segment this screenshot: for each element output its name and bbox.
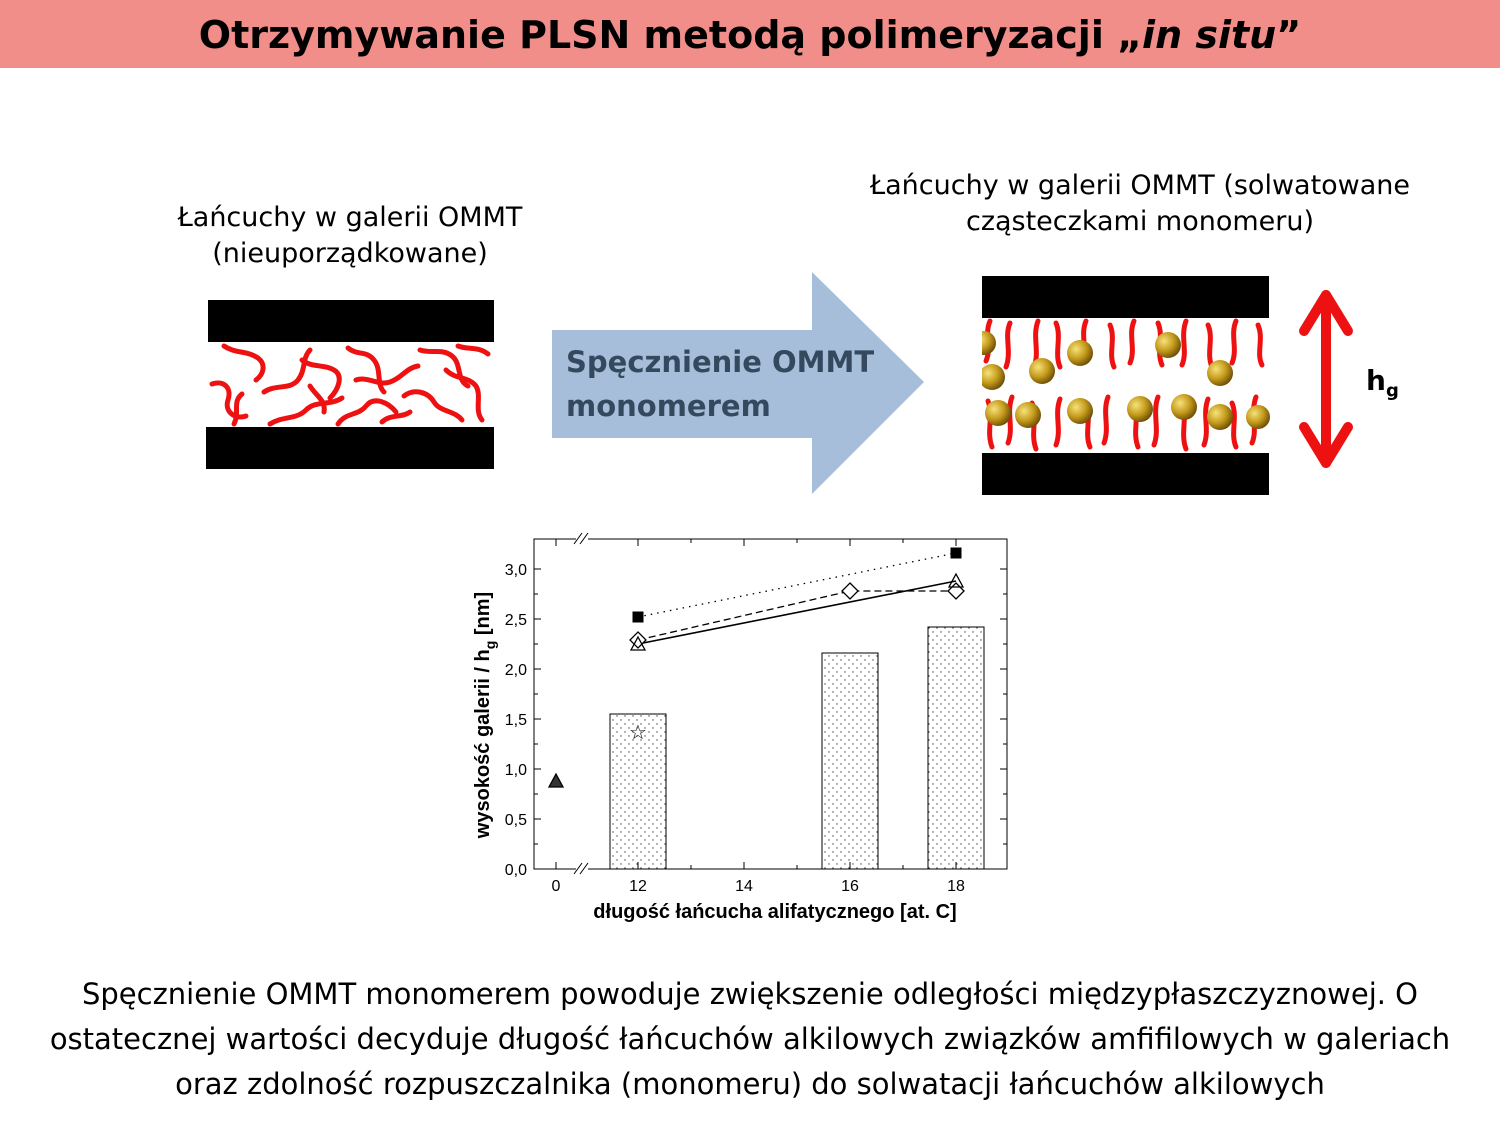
double-arrow-icon bbox=[1299, 290, 1353, 468]
hg-label-main: h bbox=[1366, 364, 1386, 397]
marker-filled-square bbox=[950, 547, 962, 559]
y-tick-label: 0,5 bbox=[505, 812, 527, 829]
chart-bar bbox=[821, 652, 879, 870]
marker-star: ☆ bbox=[629, 722, 647, 744]
y-tick-label: 0,0 bbox=[505, 862, 527, 879]
title-italic: in situ bbox=[1142, 13, 1277, 57]
chart-x-label: długość łańcucha alifatycznego [at. C] bbox=[593, 901, 956, 923]
conclusion-text: Spęcznienie OMMT monomerem powoduje zwię… bbox=[10, 972, 1490, 1107]
right-solvated-chains bbox=[982, 318, 1270, 452]
marker-open-triangle bbox=[629, 635, 647, 651]
slide-title: Otrzymywanie PLSN metodą polimeryzacji „… bbox=[0, 0, 1500, 68]
hg-label: hg bbox=[1366, 364, 1399, 402]
right-caption: Łańcuchy w galerii OMMT (solwatowane czą… bbox=[800, 168, 1480, 240]
chart-bar bbox=[609, 713, 667, 870]
y-tick-label: 2,5 bbox=[505, 612, 527, 629]
marker-open-diamond bbox=[841, 582, 859, 600]
conclusion-line-1: Spęcznienie OMMT monomerem powoduje zwię… bbox=[81, 977, 1419, 1011]
right-bottom-plate bbox=[982, 453, 1269, 495]
arrow-label: Spęcznienie OMMT monomerem bbox=[566, 340, 896, 428]
series-line bbox=[637, 552, 957, 618]
left-caption-line-2: (nieuporządkowane) bbox=[212, 238, 488, 269]
right-caption-line-1: Łańcuchy w galerii OMMT (solwatowane bbox=[869, 170, 1411, 201]
conclusion-line-2: ostatecznej wartości decyduje długość ła… bbox=[49, 1022, 1451, 1056]
conclusion-line-3: oraz zdolność rozpuszczalnika (monomeru)… bbox=[175, 1067, 1325, 1101]
chart-y-label: wysokość galerii / hg [nm] bbox=[472, 592, 498, 839]
arrow-label-line-1: Spęcznienie OMMT bbox=[566, 345, 875, 379]
marker-open-triangle bbox=[947, 572, 965, 588]
series-line bbox=[637, 590, 956, 641]
chart-bar bbox=[927, 626, 985, 870]
x-tick-label: 12 bbox=[629, 878, 647, 895]
plot-frame bbox=[533, 538, 1008, 870]
chart-y-label-end: [nm] bbox=[472, 592, 494, 641]
y-tick-label: 3,0 bbox=[505, 562, 527, 579]
chart-y-label-main: wysokość galerii / h bbox=[472, 649, 494, 839]
right-caption-line-2: cząsteczkami monomeru) bbox=[965, 206, 1315, 237]
y-tick-label: 2,0 bbox=[505, 662, 527, 679]
title-end: ” bbox=[1276, 13, 1302, 57]
x-tick-label: 0 bbox=[552, 878, 561, 895]
right-top-plate bbox=[982, 276, 1269, 318]
process-arrow bbox=[552, 272, 924, 494]
left-caption-line-1: Łańcuchy w galerii OMMT bbox=[177, 202, 523, 233]
y-tick-label: 1,5 bbox=[505, 712, 527, 729]
gallery-height-chart: 0,0 0,5 1,0 1,5 2,0 2,5 3,0 0 12 14 16 18 ☆ długość… bbox=[472, 532, 1008, 923]
marker-open-diamond bbox=[629, 631, 647, 649]
x-tick-label: 18 bbox=[947, 878, 965, 895]
x-tick-label: 16 bbox=[841, 878, 859, 895]
chart-y-label-sub: g bbox=[482, 641, 498, 650]
marker-filled-square bbox=[632, 611, 644, 623]
arrow-label-line-2: monomerem bbox=[566, 389, 771, 423]
left-disordered-chains bbox=[209, 343, 491, 427]
hg-label-sub: g bbox=[1385, 380, 1399, 402]
series-line bbox=[637, 580, 957, 645]
left-bottom-plate bbox=[206, 427, 494, 469]
x-tick-label: 14 bbox=[735, 878, 753, 895]
marker-filled-triangle bbox=[547, 772, 565, 788]
y-tick-label: 1,0 bbox=[505, 762, 527, 779]
axis-break-top bbox=[573, 532, 589, 545]
left-top-plate bbox=[208, 300, 494, 342]
axis-break-bottom bbox=[573, 862, 589, 875]
left-caption: Łańcuchy w galerii OMMT (nieuporządkowan… bbox=[130, 200, 570, 272]
title-main: Otrzymywanie PLSN metodą polimeryzacji „ bbox=[198, 13, 1143, 57]
